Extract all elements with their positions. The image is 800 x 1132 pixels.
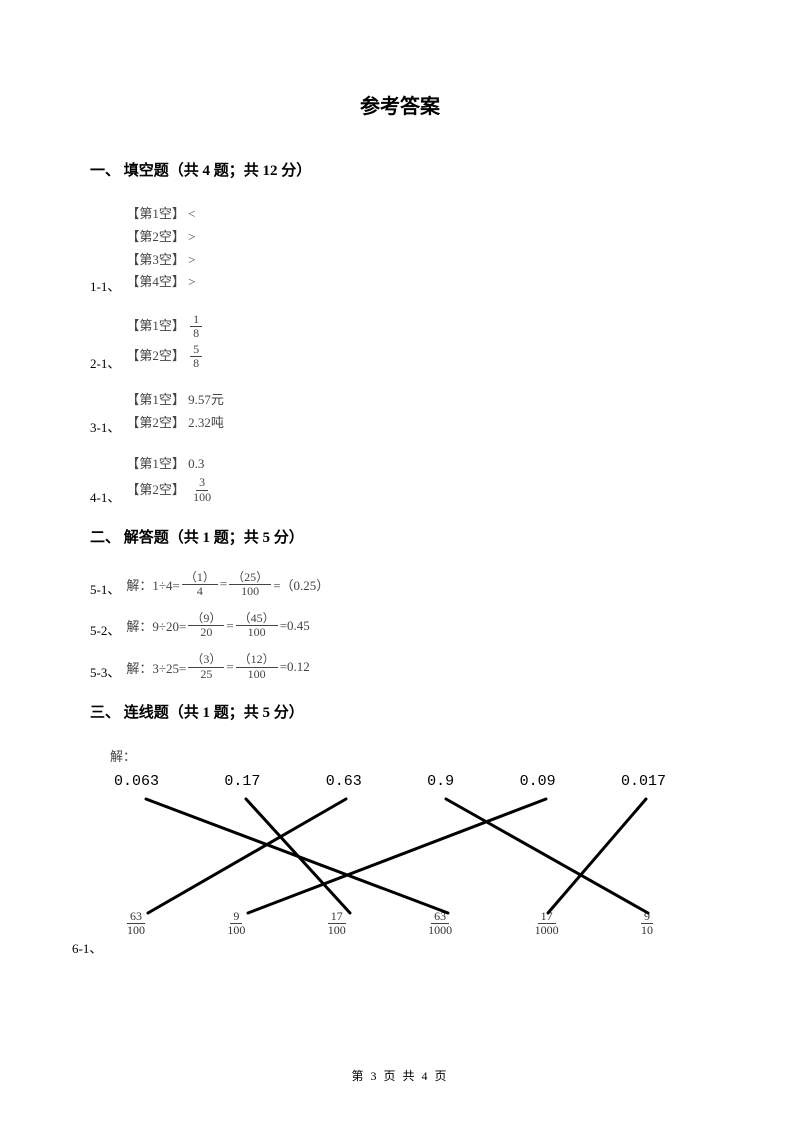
top-value: 0.9 bbox=[427, 773, 454, 790]
blank-value: 9.57元 bbox=[188, 390, 224, 411]
blank-label: 【第3空】 bbox=[126, 250, 185, 271]
top-value: 0.17 bbox=[224, 773, 260, 790]
eq: = bbox=[220, 576, 227, 592]
fraction: （25）100 bbox=[229, 571, 271, 598]
qnum-5-2: 5-2、 bbox=[90, 620, 120, 639]
blank-label: 【第2空】 bbox=[126, 227, 185, 248]
solution-label: 解： bbox=[110, 746, 710, 765]
qnum-5-3: 5-3、 bbox=[90, 662, 120, 681]
fraction: （9）20 bbox=[188, 612, 224, 639]
blank-label: 【第2空】 bbox=[126, 480, 185, 501]
section-heading-3: 三、 连线题（共 1 题；共 5 分） bbox=[90, 701, 710, 722]
blank-value: 0.3 bbox=[188, 454, 204, 475]
blank-value: > bbox=[188, 250, 195, 271]
top-value: 0.017 bbox=[621, 773, 666, 790]
diagram-top-row: 0.063 0.17 0.63 0.9 0.09 0.017 bbox=[100, 773, 680, 790]
page: 参考答案 一、 填空题（共 4 题；共 12 分） 1-1、 【第1空】 < 【… bbox=[0, 0, 800, 1132]
solve-row-2: 5-2、 解：9÷20= （9）20 = （45）100 =0.45 bbox=[90, 612, 710, 639]
solve-text: =（0.25） bbox=[273, 575, 329, 594]
answer-q1: 1-1、 【第1空】 < 【第2空】 > 【第3空】 > 【第4空】 > bbox=[90, 204, 710, 295]
fraction: 58 bbox=[190, 343, 202, 370]
blank-value: > bbox=[188, 227, 195, 248]
solve-text: 解：3÷25= bbox=[126, 658, 186, 677]
eq: = bbox=[226, 618, 233, 634]
top-value: 0.63 bbox=[326, 773, 362, 790]
qnum-2: 2-1、 bbox=[90, 353, 120, 372]
section-heading-1: 一、 填空题（共 4 题；共 12 分） bbox=[90, 159, 710, 180]
section-heading-2: 二、 解答题（共 1 题；共 5 分） bbox=[90, 526, 710, 547]
solve-text: 解：1÷4= bbox=[126, 575, 179, 594]
solve-text: =0.45 bbox=[280, 618, 310, 634]
page-title: 参考答案 bbox=[90, 90, 710, 119]
qnum-1: 1-1、 bbox=[90, 276, 120, 295]
blank-value: > bbox=[188, 272, 195, 293]
top-value: 0.09 bbox=[520, 773, 556, 790]
matching-diagram: 6-1、 0.063 0.17 0.63 0.9 0.09 0.017 6310… bbox=[100, 773, 680, 963]
blank-label: 【第4空】 bbox=[126, 272, 185, 293]
solve-text: 解：9÷20= bbox=[126, 616, 186, 635]
diagram-lines bbox=[100, 793, 680, 923]
qnum-3: 3-1、 bbox=[90, 417, 120, 436]
blank-value: < bbox=[188, 204, 195, 225]
answer-q4: 4-1、 【第1空】 0.3 【第2空】 3100 bbox=[90, 454, 710, 506]
fraction: （12）100 bbox=[236, 653, 278, 680]
fraction: 18 bbox=[190, 313, 202, 340]
solve-text: =0.12 bbox=[280, 659, 310, 675]
blank-value: 2.32吨 bbox=[188, 413, 224, 434]
blank-label: 【第1空】 bbox=[126, 316, 185, 337]
answer-q3: 3-1、 【第1空】 9.57元 【第2空】 2.32吨 bbox=[90, 390, 710, 436]
fraction: （45）100 bbox=[236, 612, 278, 639]
fraction: 3100 bbox=[190, 476, 214, 503]
eq: = bbox=[226, 659, 233, 675]
blank-label: 【第1空】 bbox=[126, 390, 185, 411]
solve-row-1: 5-1、 解：1÷4= （1）4 = （25）100 =（0.25） bbox=[90, 571, 710, 598]
qnum-4: 4-1、 bbox=[90, 487, 120, 506]
blank-label: 【第2空】 bbox=[126, 413, 185, 434]
qnum-5-1: 5-1、 bbox=[90, 579, 120, 598]
fraction: （3）25 bbox=[188, 653, 224, 680]
fraction: （1）4 bbox=[182, 571, 218, 598]
blank-label: 【第1空】 bbox=[126, 204, 185, 225]
page-footer: 第 3 页 共 4 页 bbox=[0, 1067, 800, 1084]
solve-row-3: 5-3、 解：3÷25= （3）25 = （12）100 =0.12 bbox=[90, 653, 710, 680]
top-value: 0.063 bbox=[114, 773, 159, 790]
qnum-6: 6-1、 bbox=[72, 938, 102, 957]
answer-q2: 2-1、 【第1空】 18 【第2空】 58 bbox=[90, 313, 710, 372]
blank-label: 【第1空】 bbox=[126, 454, 185, 475]
blank-label: 【第2空】 bbox=[126, 346, 185, 367]
